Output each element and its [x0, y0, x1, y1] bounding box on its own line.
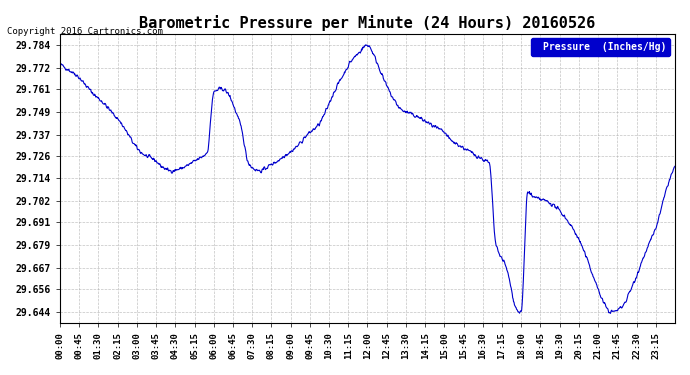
Text: Copyright 2016 Cartronics.com: Copyright 2016 Cartronics.com [7, 27, 163, 36]
Legend: Pressure  (Inches/Hg): Pressure (Inches/Hg) [531, 38, 670, 56]
Title: Barometric Pressure per Minute (24 Hours) 20160526: Barometric Pressure per Minute (24 Hours… [139, 15, 595, 31]
